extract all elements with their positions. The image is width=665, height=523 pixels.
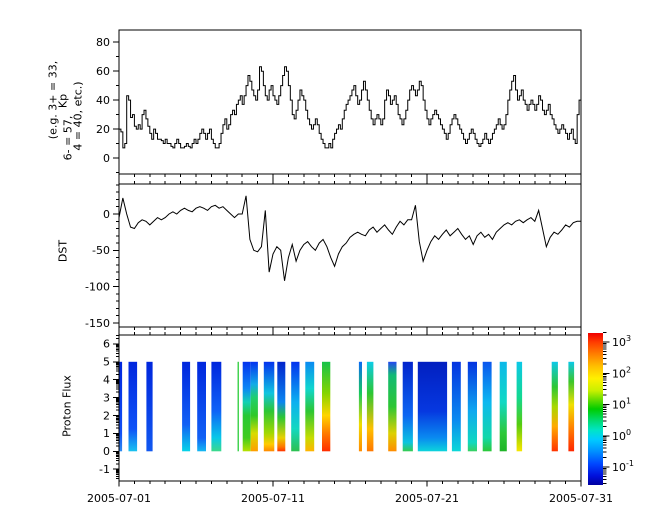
y-tick-label: -50 [92,244,110,257]
y-tick-label: 60 [96,65,110,78]
y-tick-label: 80 [96,36,110,49]
y-tick-label: 2 [103,409,110,422]
proton-flux-bar [182,361,191,452]
proton-flux-bar [291,361,300,452]
y-tick-label: 4 [103,374,110,387]
proton-flux-bar [467,361,477,452]
kp-axis-label-line4: 4 = 40, etc.) [71,81,85,151]
proton-flux-bar [263,361,275,452]
proton-flux-axis-label: Proton Flux [60,375,74,437]
y-tick-label: -150 [85,317,110,330]
kp-axis-label-kp: Kp [56,93,70,109]
colorbar-tick-label: 100 [612,428,631,443]
y-tick-label: 6 [103,338,110,351]
proton-flux-bar [516,361,523,452]
proton-flux-bar [402,361,413,452]
y-tick-label: -1 [99,463,110,476]
kp-y-ticks [113,41,119,173]
y-tick-label: 20 [96,123,110,136]
date-label: 2005-07-21 [395,492,459,505]
colorbar-tick-label: 102 [612,365,631,380]
proton-flux-bar [197,361,206,452]
proton-flux-bar [322,361,331,452]
y-tick-label: 0 [103,445,110,458]
kp-y-tick-labels: 0 20 40 60 80 [96,36,110,165]
y-tick-label: 0 [103,152,110,165]
proton-flux-bar [417,361,448,452]
proton-flux-bar [358,361,362,452]
x-tick-labels: 2005-07-01 2005-07-11 2005-07-21 2005-07-31 [87,492,613,505]
proton-flux-bar [499,361,507,452]
date-label: 2005-07-01 [87,492,151,505]
proton-flux-bar [277,361,286,452]
colorbar [588,333,603,485]
proton-flux-bar [305,361,315,452]
dst-trace [118,195,581,281]
colorbar-tick-label: 101 [612,397,631,412]
colorbar-tick-labels: 103 102 101 100 10-1 [612,334,634,474]
y-tick-label: 0 [103,208,110,221]
proton-flux-bar [250,361,258,452]
dst-axis-label: DST [56,239,70,263]
proton-flux-bar [482,361,492,452]
proton-y-tick-labels: -1 0 1 2 3 4 5 6 [99,338,110,476]
colorbar-tick-label: 10-1 [612,459,634,474]
colorbar-tick-label: 103 [612,334,631,349]
proton-flux-bar [237,361,239,452]
date-label: 2005-07-11 [241,492,305,505]
dst-y-ticks [113,184,119,324]
y-tick-label: -100 [85,281,110,294]
proton-flux-bar [211,361,222,452]
proton-flux-bar [568,361,575,452]
proton-flux-bar [146,361,153,452]
kp-step-trace [119,66,581,149]
y-tick-label: 40 [96,94,110,107]
proton-flux-bar [388,361,397,452]
proton-y-ticks [113,334,119,480]
y-tick-label: 1 [103,427,110,440]
proton-flux-bar [366,361,374,452]
proton-flux-bars [119,361,575,452]
dst-y-tick-labels: 0 -50 -100 -150 [85,208,110,330]
date-label: 2005-07-31 [549,492,613,505]
colorbar-ticks [603,332,610,484]
proton-flux-bar [451,361,461,452]
proton-flux-bar [242,361,251,452]
proton-flux-bar [551,361,558,452]
proton-flux-bar [119,361,123,452]
y-tick-label: 5 [103,356,110,369]
x-ticks [118,174,582,487]
proton-flux-bar [128,361,138,452]
y-tick-label: 3 [103,391,110,404]
